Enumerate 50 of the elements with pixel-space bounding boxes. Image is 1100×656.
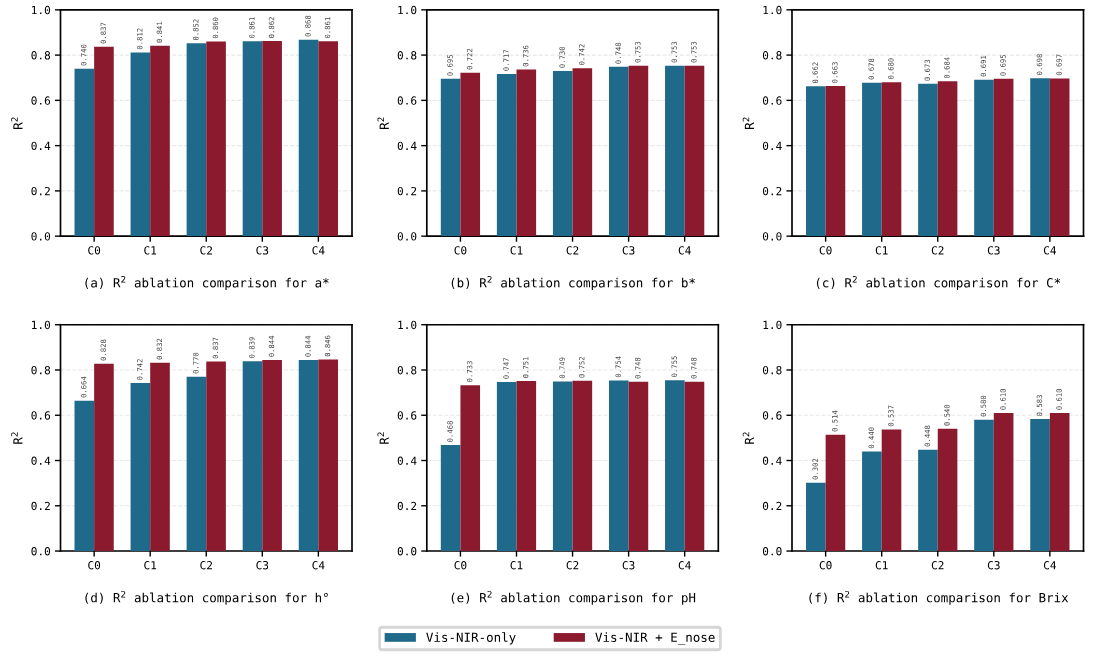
bar xyxy=(684,381,705,552)
bar xyxy=(608,380,629,552)
bar xyxy=(974,419,994,552)
bar xyxy=(825,434,846,552)
bar xyxy=(937,428,958,552)
bar xyxy=(440,445,461,552)
bar xyxy=(806,482,826,552)
bar xyxy=(186,376,207,552)
bar xyxy=(262,360,282,552)
bar xyxy=(206,361,226,552)
bar xyxy=(684,65,705,237)
bar xyxy=(298,360,319,552)
bar xyxy=(130,383,151,552)
bar xyxy=(94,363,114,552)
bar xyxy=(150,45,170,237)
bar xyxy=(572,380,593,552)
bar xyxy=(1049,412,1070,552)
bar xyxy=(94,46,114,237)
bar xyxy=(440,78,461,237)
bar xyxy=(496,381,517,552)
bar xyxy=(516,69,537,237)
bar xyxy=(74,68,95,237)
bar xyxy=(460,72,481,237)
bar xyxy=(298,39,319,237)
bar xyxy=(628,65,649,237)
bar xyxy=(552,381,573,552)
bar xyxy=(881,429,902,552)
bar xyxy=(516,381,537,552)
bar xyxy=(186,43,207,237)
bar xyxy=(262,41,282,237)
bar xyxy=(862,451,882,552)
bar xyxy=(665,380,685,552)
bar xyxy=(1030,419,1050,552)
bar xyxy=(496,73,517,237)
bar xyxy=(993,412,1014,552)
bar xyxy=(242,361,263,552)
bar xyxy=(552,70,573,237)
bar xyxy=(206,41,226,237)
bar xyxy=(318,359,338,552)
bar xyxy=(74,400,95,552)
bar xyxy=(918,449,938,552)
bar xyxy=(665,65,685,237)
bar xyxy=(318,41,338,237)
bar xyxy=(572,68,593,237)
bar xyxy=(460,385,481,552)
bar xyxy=(150,362,170,552)
bar xyxy=(242,41,263,237)
bar xyxy=(130,52,151,237)
bar xyxy=(608,66,629,237)
bar xyxy=(628,381,649,552)
